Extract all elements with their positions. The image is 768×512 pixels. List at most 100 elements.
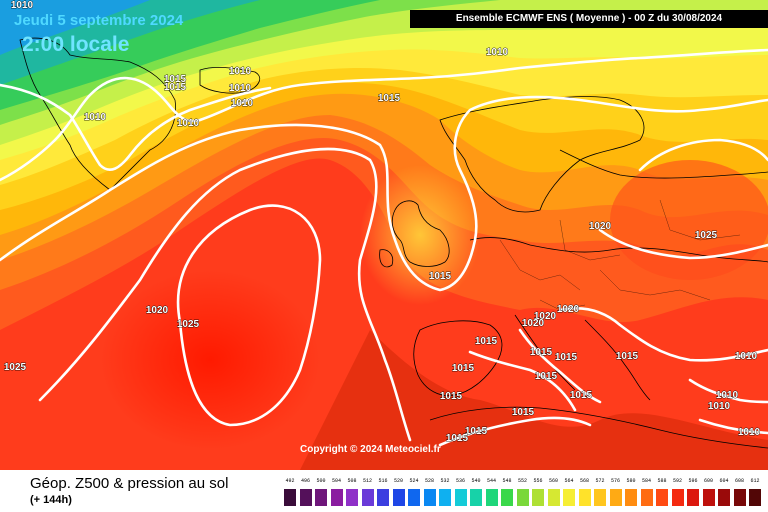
legend-swatch — [284, 489, 296, 506]
legend-swatch — [733, 489, 746, 506]
legend-tick-label: 600 — [703, 478, 713, 484]
isobar-label: 1015 — [164, 82, 187, 93]
isobar-label: 1010 — [177, 118, 200, 129]
legend-tick-label: 544 — [486, 478, 496, 484]
isobar-label: 1020 — [557, 304, 580, 315]
legend-tick-label: 572 — [595, 478, 605, 484]
isobar-label: 1015 — [440, 391, 463, 402]
isobar-label: 1010 — [84, 112, 107, 123]
lead-time: (+ 144h) — [30, 494, 72, 506]
legend-tick-label: 492 — [285, 478, 295, 484]
legend-tick-label: 520 — [393, 478, 403, 484]
legend-swatch — [439, 489, 451, 506]
isobar-label: 1010 — [716, 390, 739, 401]
legend-tick-label: 592 — [672, 478, 682, 484]
isobar-label: 1015 — [530, 347, 553, 358]
isobar-label: 1025 — [695, 230, 718, 241]
legend-swatch — [392, 489, 405, 506]
legend-swatch — [501, 489, 513, 506]
legend-tick-label: 508 — [347, 478, 357, 484]
legend-swatch — [423, 489, 436, 506]
isobar-label: 1020 — [146, 305, 169, 316]
model-header: Ensemble ECMWF ENS ( Moyenne ) - 00 Z du… — [410, 10, 768, 28]
legend-swatch — [377, 489, 389, 506]
isobar-label: 1015 — [465, 426, 488, 437]
legend-swatch — [532, 489, 544, 506]
legend-tick-label: 604 — [719, 478, 729, 484]
legend-swatch — [346, 489, 358, 506]
z500-map: 1010 1015 1015 1010 1010 1010 1010 1010 … — [0, 0, 768, 470]
isobar-label: 1015 — [446, 433, 469, 444]
isobar-label: 1015 — [535, 371, 558, 382]
isobar-label: 1020 — [534, 311, 557, 322]
legend-swatch — [330, 489, 343, 506]
legend-tick-label: 564 — [564, 478, 574, 484]
isobar-label: 1010 — [738, 427, 761, 438]
legend-swatch — [578, 489, 591, 506]
legend-tick-label: 580 — [626, 478, 636, 484]
legend-tick-label: 496 — [300, 478, 310, 484]
legend-tick-label: 528 — [424, 478, 434, 484]
legend-swatch — [361, 489, 374, 506]
isobar-label: 1015 — [570, 390, 593, 401]
forecast-date: Jeudi 5 septembre 2024 — [14, 12, 184, 29]
legend-tick-label: 532 — [440, 478, 450, 484]
legend-swatch — [594, 489, 606, 506]
isobar-label: 1010 — [735, 351, 758, 362]
legend-tick-label: 540 — [471, 478, 481, 484]
legend-tick-label: 596 — [688, 478, 698, 484]
legend-swatch — [315, 489, 327, 506]
isobar-label: 1010 — [231, 98, 254, 109]
legend-tick-label: 588 — [657, 478, 667, 484]
legend-tick-label: 500 — [316, 478, 326, 484]
isobar-label: 1010 — [229, 66, 252, 77]
legend-tick-label: 608 — [734, 478, 744, 484]
isobar-label: 1020 — [522, 318, 545, 329]
legend-tick-label: 552 — [517, 478, 527, 484]
legend-swatch — [609, 489, 622, 506]
isobar-label: 1015 — [555, 352, 578, 363]
legend-tick-label: 556 — [533, 478, 543, 484]
isobar-label: 1010 — [486, 47, 509, 58]
legend-swatch — [687, 489, 699, 506]
isobar-label: 1010 — [708, 401, 731, 412]
legend-tick-label: 512 — [362, 478, 372, 484]
legend-tick-label: 524 — [409, 478, 419, 484]
legend-tick-label: 568 — [579, 478, 589, 484]
legend-swatch — [718, 489, 730, 506]
isobar-label: 1020 — [589, 221, 612, 232]
product-title: Géop. Z500 & pression au sol — [30, 475, 229, 492]
forecast-local-time: 2:00 locale — [22, 33, 130, 56]
legend-swatch — [470, 489, 482, 506]
legend-swatch — [299, 489, 312, 506]
isobar-label: 1015 — [164, 74, 187, 85]
legend-swatch — [625, 489, 637, 506]
isobar-label: 1015 — [512, 407, 535, 418]
isobar-label: 1015 — [475, 336, 498, 347]
legend-swatch — [547, 489, 560, 506]
legend-swatch — [671, 489, 684, 506]
isobar-label: 1010 — [229, 83, 252, 94]
legend-swatch — [485, 489, 498, 506]
legend-swatch — [749, 489, 761, 506]
legend-swatch — [408, 489, 420, 506]
legend-swatch — [563, 489, 575, 506]
isobar-label: 1025 — [177, 319, 200, 330]
legend-tick-label: 576 — [610, 478, 620, 484]
legend-tick-label: 560 — [548, 478, 558, 484]
isobar-label: 1025 — [4, 362, 27, 373]
isobar-label: 1015 — [429, 271, 452, 282]
legend-swatch — [702, 489, 715, 506]
isobar-label: 1010 — [11, 0, 34, 11]
legend-swatch — [640, 489, 653, 506]
isobar-label: 1015 — [378, 93, 401, 104]
legend-swatch — [656, 489, 668, 506]
copyright-notice: Copyright © 2024 Meteociel.fr — [300, 444, 441, 455]
isobar-label: 1015 — [616, 351, 639, 362]
legend-tick-label: 516 — [378, 478, 388, 484]
isobar-label: 1015 — [452, 363, 475, 374]
legend-tick-label: 536 — [455, 478, 465, 484]
legend-swatch — [516, 489, 529, 506]
legend-tick-label: 548 — [502, 478, 512, 484]
